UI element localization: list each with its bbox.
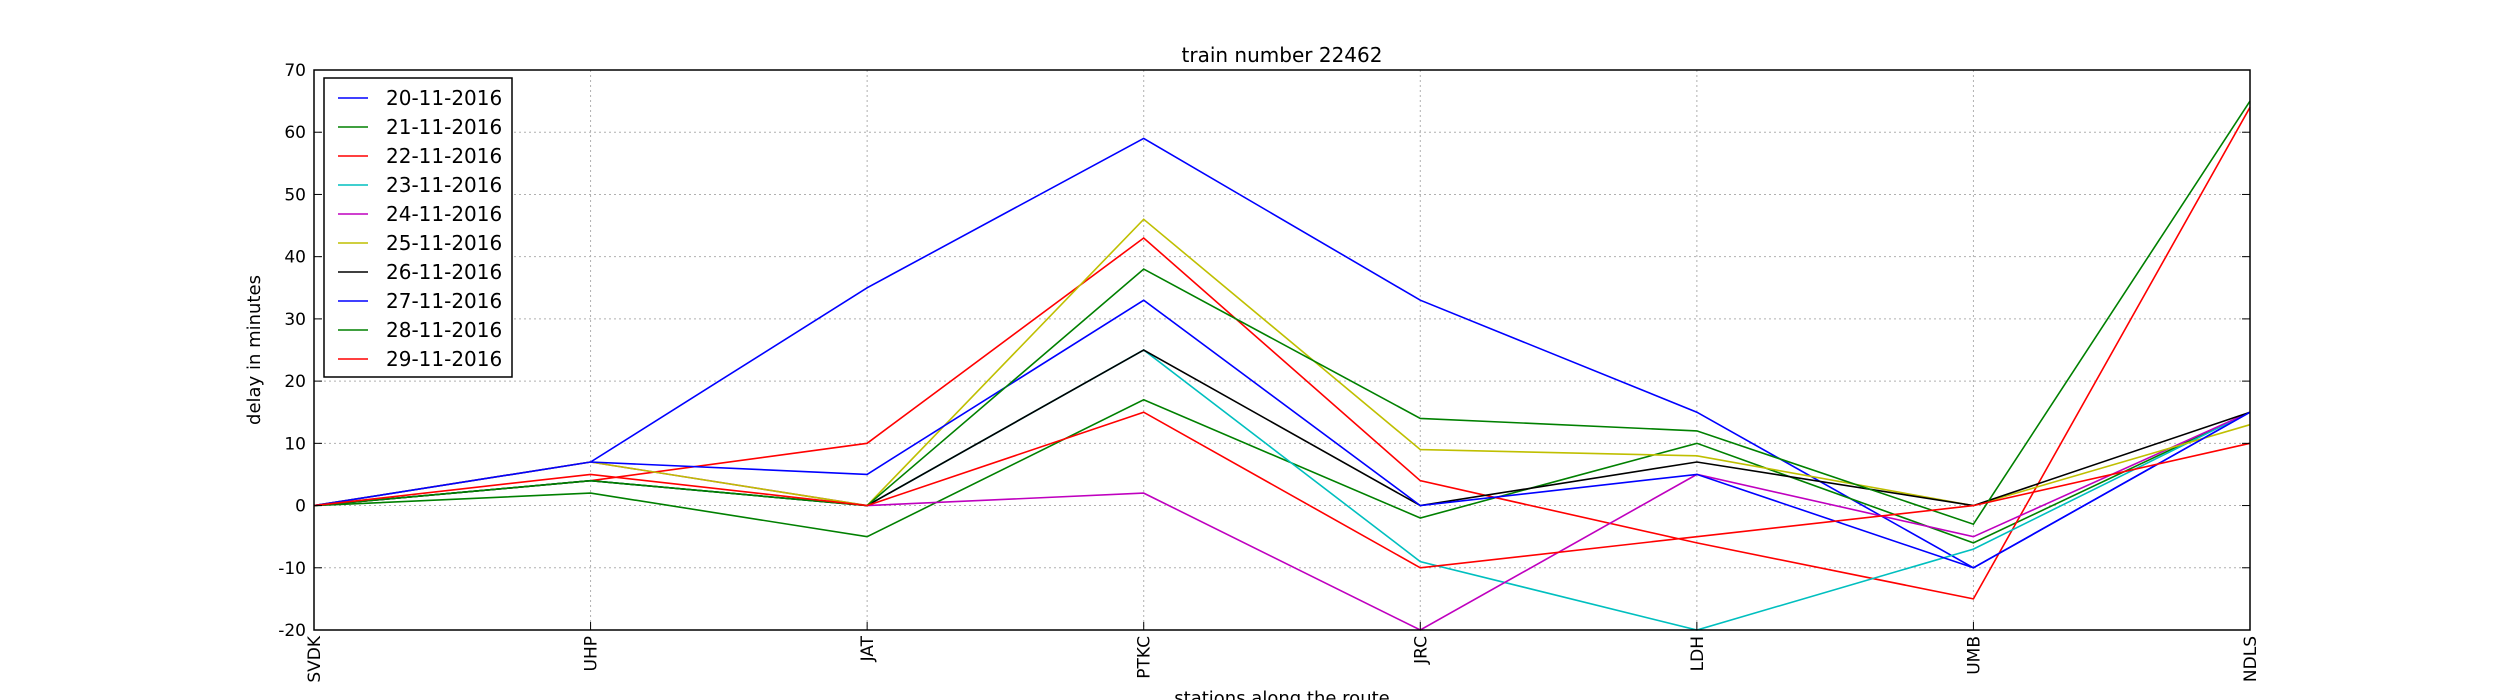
legend-label: 20-11-2016 — [386, 86, 502, 110]
x-axis-label: stations along the route — [1174, 688, 1389, 700]
series-line-27-11-2016 — [313, 299, 2251, 569]
y-tick-label: 70 — [284, 61, 306, 81]
x-axis-ticks: SVDK UHP JAT PTKC JRC LDH UMB NDLS — [305, 622, 2261, 683]
legend-label: 26-11-2016 — [386, 260, 502, 284]
legend-label: 27-11-2016 — [386, 289, 502, 313]
x-tick-label: JRC — [1411, 636, 1431, 665]
y-axis-ticks: -20 -10 0 10 20 30 40 50 60 70 — [278, 61, 2250, 641]
x-tick-label: SVDK — [305, 635, 325, 683]
y-tick-label: -10 — [278, 559, 306, 579]
x-tick-label: NDLS — [2241, 636, 2261, 682]
legend-label: 22-11-2016 — [386, 144, 502, 168]
x-tick-label: UMB — [1964, 636, 1984, 675]
y-axis-label: delay in minutes — [244, 275, 265, 425]
series-lines — [313, 100, 2251, 631]
x-tick-label: PTKC — [1135, 636, 1155, 679]
y-tick-label: 40 — [284, 248, 306, 268]
legend-label: 24-11-2016 — [386, 202, 502, 226]
legend-items: 20-11-2016 21-11-2016 22-11-2016 23-11-2016… — [338, 86, 502, 371]
chart-title: train number 22462 — [1182, 43, 1383, 67]
x-tick-label: JAT — [858, 635, 878, 662]
legend-box — [323, 77, 513, 378]
legend-label: 28-11-2016 — [386, 318, 502, 342]
legend-label: 29-11-2016 — [386, 347, 502, 371]
legend-label: 23-11-2016 — [386, 173, 502, 197]
y-tick-label: 10 — [284, 434, 306, 454]
plot-frame — [313, 69, 2251, 631]
series-line-28-11-2016 — [313, 100, 2251, 526]
legend-label: 21-11-2016 — [386, 115, 502, 139]
y-tick-label: -20 — [278, 621, 306, 641]
series-line-20-11-2016 — [313, 137, 2251, 569]
y-tick-label: 30 — [284, 310, 306, 330]
series-line-29-11-2016 — [313, 411, 2251, 569]
series-line-22-11-2016 — [313, 106, 2251, 600]
legend-label: 25-11-2016 — [386, 231, 502, 255]
legend: 20-11-2016 21-11-2016 22-11-2016 23-11-2016… — [323, 77, 513, 378]
series-line-25-11-2016 — [313, 218, 2251, 507]
y-tick-label: 50 — [284, 185, 306, 205]
y-tick-label: 20 — [284, 372, 306, 392]
x-tick-label: UHP — [582, 636, 602, 671]
x-tick-label: LDH — [1688, 636, 1708, 671]
y-tick-label: 0 — [295, 497, 306, 517]
y-tick-label: 60 — [284, 123, 306, 143]
